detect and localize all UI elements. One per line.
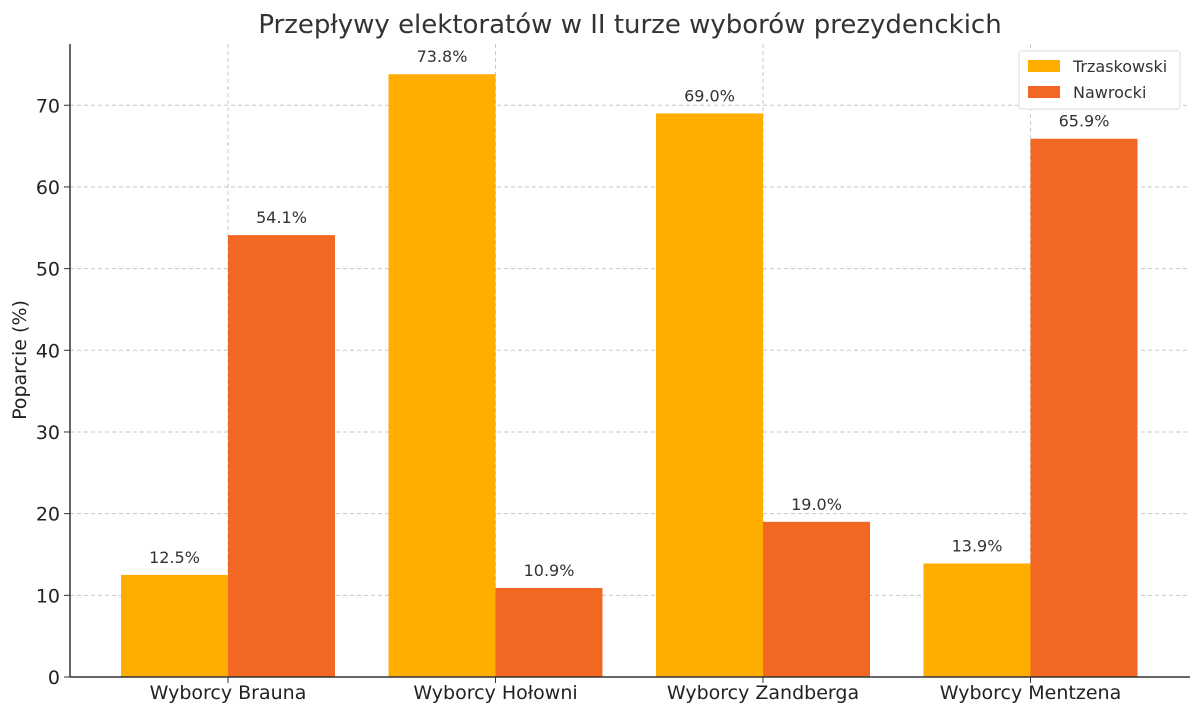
y-tick-label-20: 20 [36,504,60,526]
data-label-nawrocki-wyborcy-mentzena: 65.9% [1059,112,1110,131]
y-tick-label-0: 0 [48,667,60,689]
bar-trzaskowski-wyborcy-zandberga [656,113,763,678]
data-label-trzaskowski-wyborcy-holowni: 73.8% [417,47,468,66]
data-label-nawrocki-wyborcy-zandberga: 19.0% [791,495,842,514]
x-tick-label-wyborcy-brauna: Wyborcy Brauna [150,682,307,704]
x-tick-label-wyborcy-zandberga: Wyborcy Zandberga [667,682,859,704]
bar-trzaskowski-wyborcy-mentzena [923,563,1031,677]
bar-trzaskowski-wyborcy-brauna [121,574,228,677]
y-tick-label-30: 30 [36,422,60,444]
legend: Trzaskowski Nawrocki [1018,50,1181,110]
y-tick-label-60: 60 [36,177,60,199]
legend-swatch-trzaskowski [1028,60,1060,72]
x-tick-label-wyborcy-holowni: Wyborcy Hołowni [413,682,577,704]
bars [121,74,1138,678]
data-label-nawrocki-wyborcy-holowni: 10.9% [524,561,575,580]
legend-swatch-nawrocki [1028,86,1060,98]
y-tick-label-50: 50 [36,259,60,281]
y-axis-label: Poparcie (%) [9,300,31,420]
legend-label-nawrocki: Nawrocki [1073,83,1146,102]
bar-trzaskowski-wyborcy-holowni [388,74,496,677]
bar-nawrocki-wyborcy-mentzena [1030,138,1138,678]
x-tick-label-wyborcy-mentzena: Wyborcy Mentzena [940,682,1121,704]
axes [69,44,1190,678]
data-label-trzaskowski-wyborcy-mentzena: 13.9% [952,536,1003,555]
bar-nawrocki-wyborcy-brauna [228,235,335,677]
y-tick-label-10: 10 [36,585,60,607]
x-tick-labels: Wyborcy Brauna Wyborcy Hołowni Wyborcy Zan… [150,682,1122,704]
y-tick-label-40: 40 [36,340,60,362]
data-label-nawrocki-wyborcy-brauna: 54.1% [256,208,307,227]
chart-title: Przepływy elektoratów w II turze wyborów… [258,10,1001,40]
bar-nawrocki-wyborcy-zandberga [763,521,870,677]
y-tick-label-70: 70 [36,95,60,117]
bar-nawrocki-wyborcy-holowni [495,587,603,677]
data-labels: 12.5% 73.8% 69.0% 13.9% 54.1% 10.9% 19.0% 65.9% [149,47,1109,580]
data-label-trzaskowski-wyborcy-brauna: 12.5% [149,548,200,567]
legend-label-trzaskowski: Trzaskowski [1072,57,1167,76]
data-label-trzaskowski-wyborcy-zandberga: 69.0% [684,86,735,105]
y-ticks: 0 10 20 30 40 50 60 70 [36,95,1031,689]
